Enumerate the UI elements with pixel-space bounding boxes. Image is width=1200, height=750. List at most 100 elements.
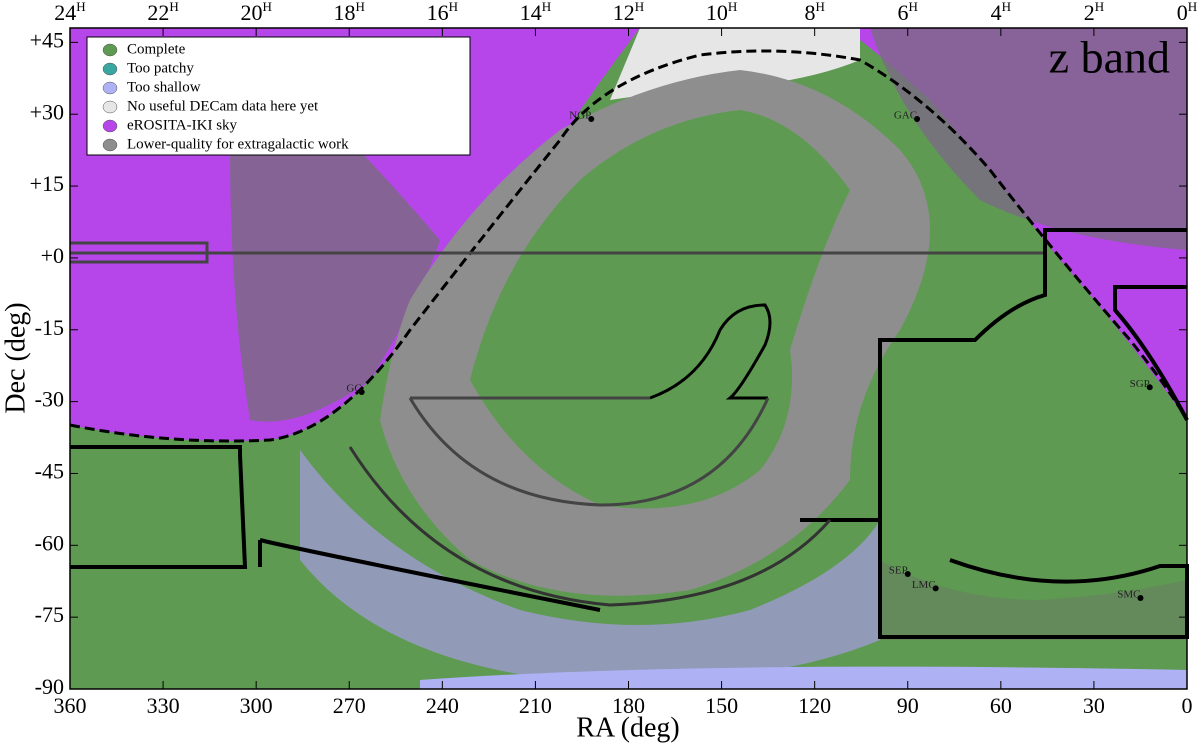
x2-tick-number: 8 xyxy=(804,0,815,25)
point-marker xyxy=(588,116,595,123)
x2-tick-label: 8H xyxy=(804,0,824,25)
band-annotation: z band xyxy=(1049,32,1170,83)
south-boundary xyxy=(800,228,1187,522)
x2-tick-label: 22H xyxy=(147,0,178,25)
point-label: LMC xyxy=(912,579,936,591)
x2-tick-suffix: H xyxy=(449,0,458,14)
x2-tick-label: 12H xyxy=(613,0,644,25)
y-tick-label: -60 xyxy=(35,530,64,555)
west-boundary xyxy=(70,445,601,612)
y-tick-label: +30 xyxy=(30,99,64,124)
x-tick-label: 90 xyxy=(897,693,919,718)
x2-tick-number: 18 xyxy=(334,0,356,25)
x2-tick-label: 16H xyxy=(427,0,458,25)
x2-tick-suffix: H xyxy=(76,0,85,14)
x2-tick-label: 4H xyxy=(991,0,1011,25)
x-tick-label: 270 xyxy=(333,693,366,718)
y-tick-label: -75 xyxy=(35,602,64,627)
x-tick-label: 60 xyxy=(990,693,1012,718)
point-marker xyxy=(914,116,921,123)
x2-tick-number: 6 xyxy=(898,0,909,25)
y-tick-label: +0 xyxy=(41,243,64,268)
point-label: GAC xyxy=(894,110,917,122)
shallow-south xyxy=(420,666,1187,689)
legend-label: No useful DECam data here yet xyxy=(127,98,319,114)
x-tick-label: 330 xyxy=(147,693,180,718)
point-label: SMC xyxy=(1117,589,1140,601)
legend-swatch xyxy=(102,81,118,95)
mc-boundary xyxy=(878,520,1189,639)
x2-tick-suffix: H xyxy=(542,0,551,14)
x2-tick-number: 12 xyxy=(613,0,635,25)
y-tick-label: -30 xyxy=(35,387,64,412)
shallow-band xyxy=(300,450,880,682)
x2-tick-label: 18H xyxy=(334,0,365,25)
x-tick-label: 300 xyxy=(240,693,273,718)
point-label: SEP xyxy=(889,565,908,577)
x2-tick-number: 0 xyxy=(1177,0,1188,25)
y-axis-title: Dec (deg) xyxy=(0,302,31,413)
legend-swatch xyxy=(102,100,118,114)
x2-tick-label: 6H xyxy=(898,0,918,25)
y-tick-label: -15 xyxy=(35,315,64,340)
x2-tick-suffix: H xyxy=(728,0,737,14)
point-marker xyxy=(932,585,939,592)
x2-tick-suffix: H xyxy=(262,0,271,14)
x2-tick-number: 2 xyxy=(1084,0,1095,25)
legend-label: Lower-quality for extragalactic work xyxy=(127,136,349,152)
point-marker xyxy=(358,389,365,396)
x2-tick-number: 20 xyxy=(240,0,262,25)
legend-swatch xyxy=(102,119,118,133)
x2-tick-suffix: H xyxy=(1188,0,1197,14)
legend-box xyxy=(86,36,471,156)
x-tick-label: 210 xyxy=(519,693,552,718)
x2-tick-suffix: H xyxy=(815,0,824,14)
x2-tick-number: 10 xyxy=(706,0,728,25)
x-tick-label: 180 xyxy=(612,693,645,718)
inner-arc xyxy=(408,396,770,507)
lowq-left xyxy=(230,120,440,422)
x2-tick-label: 2H xyxy=(1084,0,1104,25)
y-tick-label: +15 xyxy=(30,171,64,196)
hook-boundary xyxy=(649,303,772,400)
x2-tick-number: 14 xyxy=(520,0,542,25)
x2-tick-label: 14H xyxy=(520,0,551,25)
lowq-mc xyxy=(880,560,1187,640)
x-tick-label: 360 xyxy=(54,693,87,718)
sky-regions xyxy=(70,28,1187,689)
point-label: GC xyxy=(346,383,361,395)
x2-tick-number: 4 xyxy=(991,0,1002,25)
point-label: SGP xyxy=(1130,378,1150,390)
x2-tick-label: 20H xyxy=(240,0,271,25)
lowq-band xyxy=(380,70,930,596)
x2-tick-number: 16 xyxy=(427,0,449,25)
x-tick-label: 120 xyxy=(798,693,831,718)
legend-swatch xyxy=(102,138,118,152)
x-tick-label: 30 xyxy=(1083,693,1105,718)
legend-swatch xyxy=(102,43,118,57)
x-axis-title: RA (deg) xyxy=(576,712,679,743)
x2-tick-label: 24H xyxy=(54,0,85,25)
equator-strip xyxy=(70,241,1045,264)
legend-swatch xyxy=(102,62,118,76)
x2-tick-suffix: H xyxy=(909,0,918,14)
survey-boundaries xyxy=(69,49,1189,639)
sgp-boundary xyxy=(1113,285,1189,421)
x2-tick-suffix: H xyxy=(1002,0,1011,14)
x2-tick-suffix: H xyxy=(356,0,365,14)
y-tick-label: -45 xyxy=(35,459,64,484)
x-tick-label: 150 xyxy=(705,693,738,718)
x2-tick-number: 24 xyxy=(54,0,76,25)
y-tick-label: -90 xyxy=(35,674,64,699)
erosita-boundary xyxy=(69,49,1189,443)
point-marker xyxy=(1137,594,1144,601)
y-tick-label: +45 xyxy=(30,27,64,52)
point-label: NGP xyxy=(569,110,591,122)
outer-arc xyxy=(348,446,832,607)
x2-tick-number: 22 xyxy=(147,0,169,25)
x-tick-label: 0 xyxy=(1182,693,1193,718)
x-tick-label: 240 xyxy=(426,693,459,718)
no-data-region xyxy=(610,28,860,100)
point-marker xyxy=(904,571,911,578)
x2-tick-label: 0H xyxy=(1177,0,1197,25)
